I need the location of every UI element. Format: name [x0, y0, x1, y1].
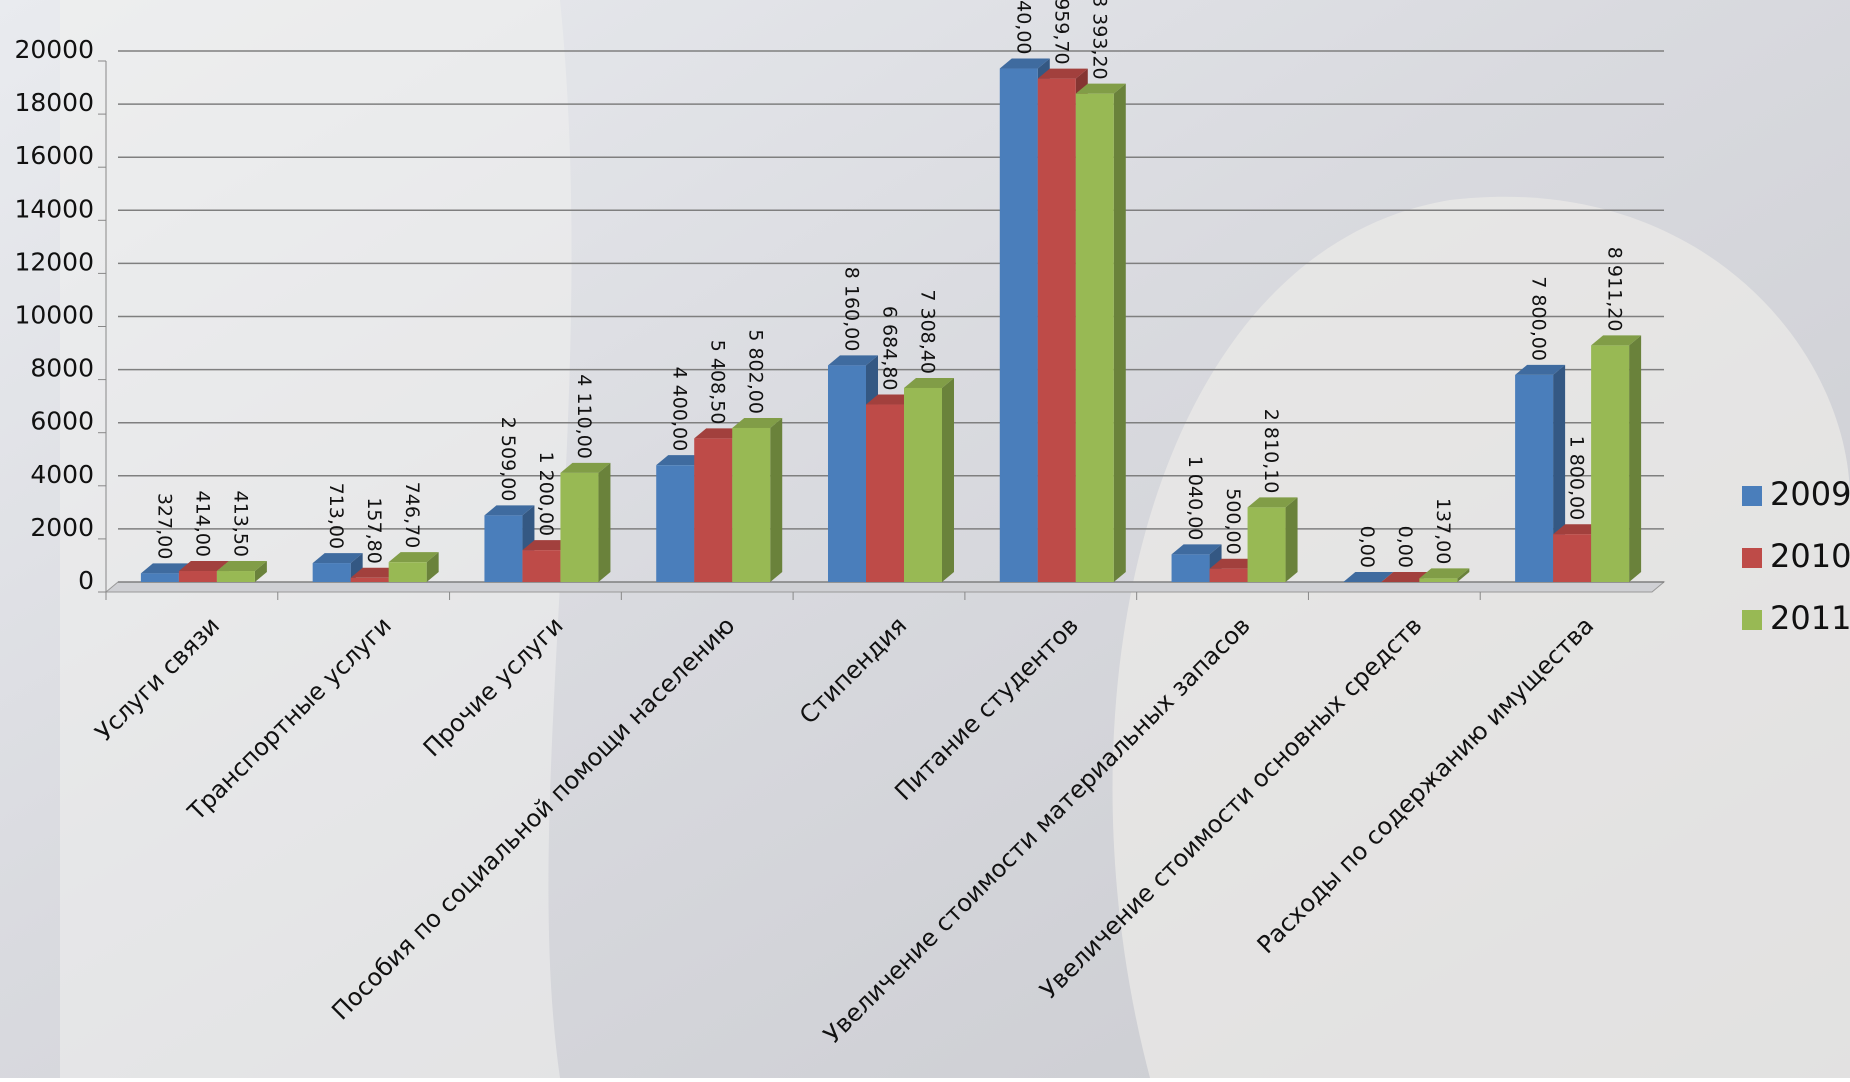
- value-label: 6 684,80: [879, 306, 901, 391]
- value-label: 414,00: [191, 491, 213, 557]
- y-tick-label: 20000: [14, 35, 94, 64]
- value-label: 327,00: [153, 493, 175, 559]
- legend-swatch: [1742, 486, 1762, 506]
- value-label: 18 959,70: [1050, 0, 1072, 65]
- bar-front: [522, 550, 560, 582]
- bar-front: [179, 571, 217, 582]
- value-label: 4 110,00: [573, 374, 595, 459]
- value-label: 8 160,00: [841, 267, 863, 352]
- bar-front: [1248, 507, 1286, 582]
- bar-front: [484, 515, 522, 582]
- bar-front: [656, 465, 694, 582]
- bar-side: [770, 418, 782, 582]
- y-tick-label: 16000: [14, 141, 94, 170]
- bar-front: [313, 563, 351, 582]
- value-label: 713,00: [325, 483, 347, 549]
- bar-front: [1591, 345, 1629, 582]
- value-label: 746,70: [401, 482, 423, 548]
- bar-side: [1286, 497, 1298, 582]
- bar-front: [389, 562, 427, 582]
- value-label: 157,80: [363, 497, 385, 563]
- value-label: 7 800,00: [1528, 276, 1550, 361]
- legend-label: 2010: [1770, 537, 1850, 575]
- value-label: 19 340,00: [1012, 0, 1034, 55]
- bar: [1076, 84, 1126, 582]
- bar: [1591, 335, 1641, 582]
- value-label: 0,00: [1356, 526, 1378, 568]
- y-tick-label: 6000: [30, 407, 94, 436]
- bar-front: [141, 573, 179, 582]
- value-label: 5 408,50: [707, 340, 729, 425]
- bar-front: [904, 388, 942, 582]
- floor: [106, 582, 1664, 592]
- bar-side: [598, 463, 610, 582]
- y-tick-label: 4000: [30, 460, 94, 489]
- bar-front: [351, 578, 389, 582]
- value-label: 1 200,00: [535, 452, 557, 537]
- y-tick-label: 10000: [14, 301, 94, 330]
- bar-front: [828, 365, 866, 582]
- y-tick-label: 12000: [14, 247, 94, 276]
- value-label: 2 810,10: [1260, 409, 1282, 494]
- bar-front: [694, 438, 732, 582]
- legend-label: 2011: [1770, 599, 1850, 637]
- value-label: 4 400,00: [669, 367, 691, 452]
- bar-front: [1000, 69, 1038, 582]
- bar: [389, 552, 439, 582]
- bar: [904, 378, 954, 582]
- legend-swatch: [1742, 548, 1762, 568]
- y-tick-label: 8000: [30, 354, 94, 383]
- bar-front: [1076, 94, 1114, 582]
- value-label: 2 509,00: [497, 417, 519, 502]
- y-tick-label: 2000: [30, 513, 94, 542]
- bar-side: [1114, 84, 1126, 582]
- bar-front: [866, 405, 904, 582]
- bar: [1248, 497, 1298, 582]
- value-label: 7 308,40: [917, 289, 939, 374]
- bar-front: [1553, 534, 1591, 582]
- value-label: 1 040,00: [1184, 456, 1206, 541]
- bar-side: [1629, 335, 1641, 582]
- value-label: 8 911,20: [1604, 247, 1626, 332]
- bar-front: [217, 571, 255, 582]
- value-label: 500,00: [1222, 488, 1244, 554]
- value-label: 413,50: [229, 491, 251, 557]
- bar-front: [1515, 375, 1553, 582]
- bar-side: [942, 378, 954, 582]
- value-label: 18 393,20: [1088, 0, 1110, 80]
- bar-front: [1210, 569, 1248, 582]
- bar-front: [1419, 578, 1457, 582]
- value-label: 137,00: [1432, 498, 1454, 564]
- y-tick-label: 18000: [14, 88, 94, 117]
- legend-swatch: [1742, 610, 1762, 630]
- value-label: 0,00: [1394, 526, 1416, 568]
- y-tick-label: 14000: [14, 194, 94, 223]
- bar-front: [1038, 79, 1076, 582]
- legend-label: 2009: [1770, 475, 1850, 513]
- bar-front: [1172, 554, 1210, 582]
- y-tick-label: 0: [78, 566, 94, 595]
- value-label: 1 800,00: [1566, 436, 1588, 521]
- bar: [560, 463, 610, 582]
- bar: [732, 418, 782, 582]
- bar-front: [732, 428, 770, 582]
- bar-front: [560, 473, 598, 582]
- value-label: 5 802,00: [745, 329, 767, 414]
